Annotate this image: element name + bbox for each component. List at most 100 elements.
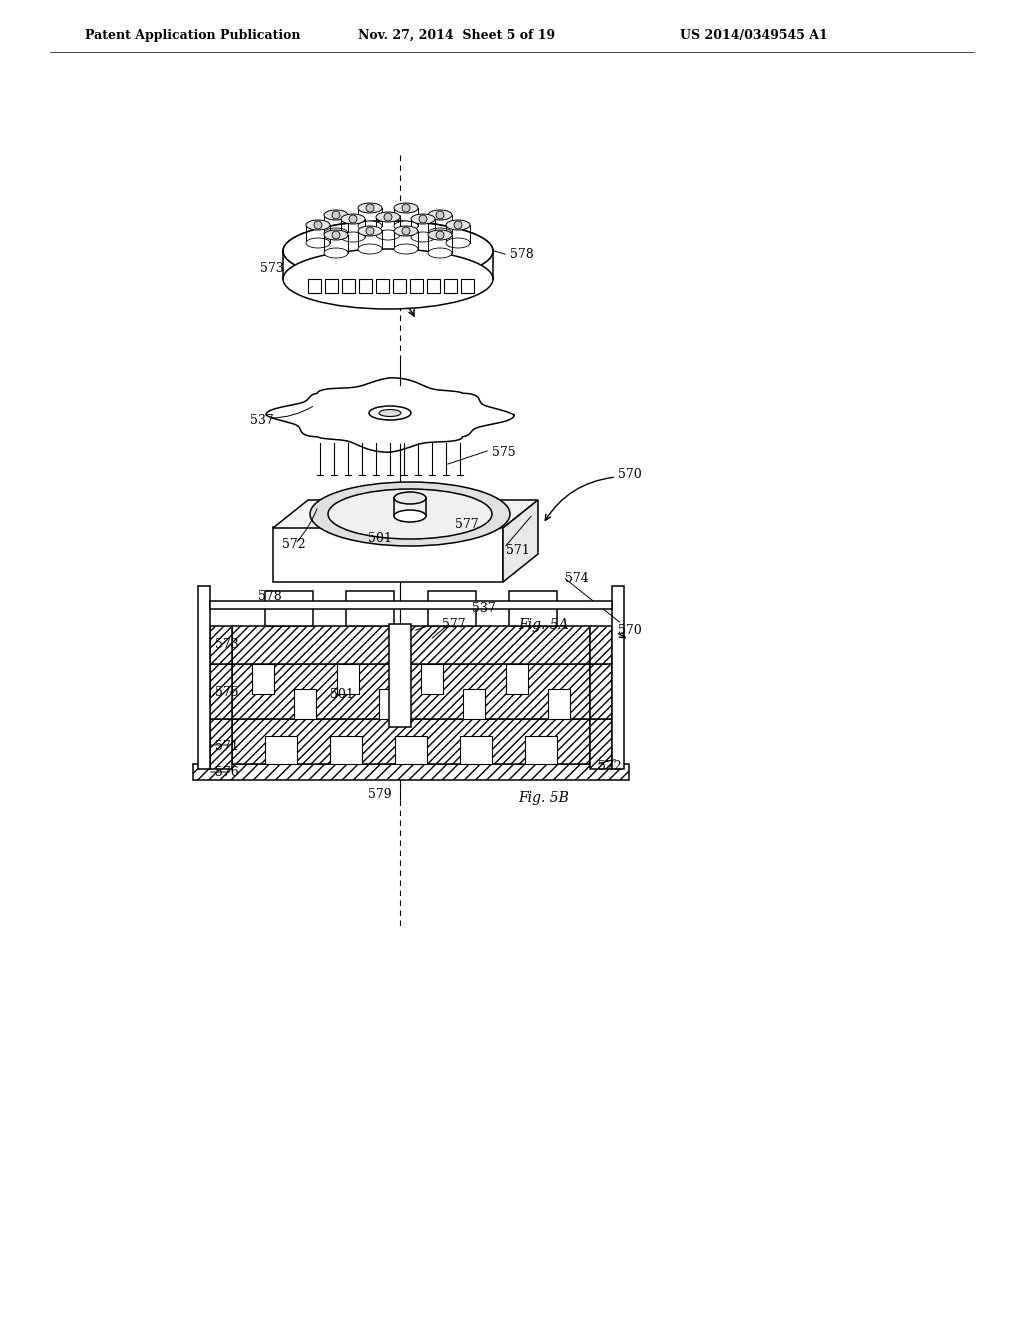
Text: 570: 570	[618, 623, 642, 636]
Text: 574: 574	[565, 573, 589, 586]
Bar	[198, 586, 210, 770]
Ellipse shape	[446, 220, 470, 230]
Text: 571: 571	[506, 544, 529, 557]
Ellipse shape	[394, 220, 418, 231]
Circle shape	[454, 220, 462, 228]
Ellipse shape	[324, 230, 348, 240]
Text: 573: 573	[215, 639, 239, 652]
Bar	[590, 719, 612, 770]
Bar	[460, 737, 492, 764]
Text: US 2014/0349545 A1: US 2014/0349545 A1	[680, 29, 827, 41]
Ellipse shape	[446, 238, 470, 248]
Ellipse shape	[358, 220, 382, 231]
Bar	[193, 764, 629, 780]
Ellipse shape	[283, 249, 493, 309]
Text: 578: 578	[258, 590, 282, 602]
Bar	[210, 664, 232, 719]
Ellipse shape	[411, 214, 435, 224]
Bar	[273, 527, 503, 582]
Text: Fig. 5A: Fig. 5A	[518, 618, 568, 632]
Ellipse shape	[369, 407, 411, 420]
Ellipse shape	[324, 228, 348, 238]
Bar	[427, 279, 440, 293]
Text: 576: 576	[215, 766, 239, 779]
Bar	[295, 689, 316, 719]
Circle shape	[349, 215, 357, 223]
Text: 573: 573	[260, 261, 284, 275]
Text: Fig. 5B: Fig. 5B	[518, 791, 569, 805]
Bar	[590, 664, 612, 719]
Ellipse shape	[324, 210, 348, 220]
Text: 579: 579	[368, 788, 391, 801]
Ellipse shape	[358, 226, 382, 236]
Bar	[210, 719, 232, 770]
Bar	[509, 591, 557, 626]
Circle shape	[436, 211, 444, 219]
Circle shape	[366, 205, 374, 213]
Text: 577: 577	[442, 618, 466, 631]
Ellipse shape	[394, 244, 418, 253]
Bar	[232, 664, 590, 719]
Text: 501: 501	[330, 689, 354, 701]
Ellipse shape	[324, 248, 348, 257]
Bar	[265, 591, 313, 626]
Bar	[232, 719, 590, 764]
Polygon shape	[503, 500, 538, 582]
Text: 577: 577	[455, 519, 478, 532]
Text: 575: 575	[492, 446, 516, 458]
Bar	[252, 664, 274, 694]
Circle shape	[332, 231, 340, 239]
Text: 572: 572	[282, 539, 305, 552]
Circle shape	[402, 227, 410, 235]
Bar	[393, 279, 406, 293]
Bar	[548, 689, 569, 719]
Bar	[308, 279, 321, 293]
Bar	[346, 591, 394, 626]
Bar	[379, 689, 400, 719]
Ellipse shape	[306, 220, 330, 230]
Ellipse shape	[341, 214, 365, 224]
Bar	[359, 279, 372, 293]
Text: 572: 572	[598, 759, 622, 772]
Ellipse shape	[341, 232, 365, 242]
Bar	[410, 279, 423, 293]
Bar	[421, 664, 443, 694]
Text: 570: 570	[618, 469, 642, 482]
Ellipse shape	[428, 210, 452, 220]
Bar	[232, 626, 590, 664]
Bar	[210, 601, 612, 609]
Ellipse shape	[358, 244, 382, 253]
Circle shape	[314, 220, 322, 228]
Ellipse shape	[379, 409, 401, 417]
Polygon shape	[273, 500, 538, 528]
Ellipse shape	[394, 510, 426, 521]
Ellipse shape	[376, 230, 400, 240]
Ellipse shape	[306, 238, 330, 248]
Bar	[590, 626, 612, 664]
Ellipse shape	[394, 203, 418, 213]
Ellipse shape	[300, 385, 480, 444]
Bar	[325, 279, 338, 293]
Bar	[428, 591, 475, 626]
Text: 537: 537	[250, 413, 273, 426]
Ellipse shape	[358, 203, 382, 213]
Ellipse shape	[376, 213, 400, 222]
Bar	[612, 586, 624, 770]
Text: Nov. 27, 2014  Sheet 5 of 19: Nov. 27, 2014 Sheet 5 of 19	[358, 29, 555, 41]
Bar	[210, 626, 232, 664]
Text: 537: 537	[472, 602, 496, 615]
Bar	[389, 624, 411, 727]
Ellipse shape	[283, 220, 493, 281]
Ellipse shape	[428, 248, 452, 257]
Ellipse shape	[394, 492, 426, 504]
Bar	[376, 279, 389, 293]
Bar	[342, 279, 355, 293]
Circle shape	[332, 211, 340, 219]
Bar	[337, 664, 358, 694]
Bar	[525, 737, 557, 764]
Text: 578: 578	[510, 248, 534, 261]
Bar	[330, 737, 362, 764]
Bar	[506, 664, 527, 694]
Circle shape	[419, 215, 427, 223]
Ellipse shape	[428, 230, 452, 240]
